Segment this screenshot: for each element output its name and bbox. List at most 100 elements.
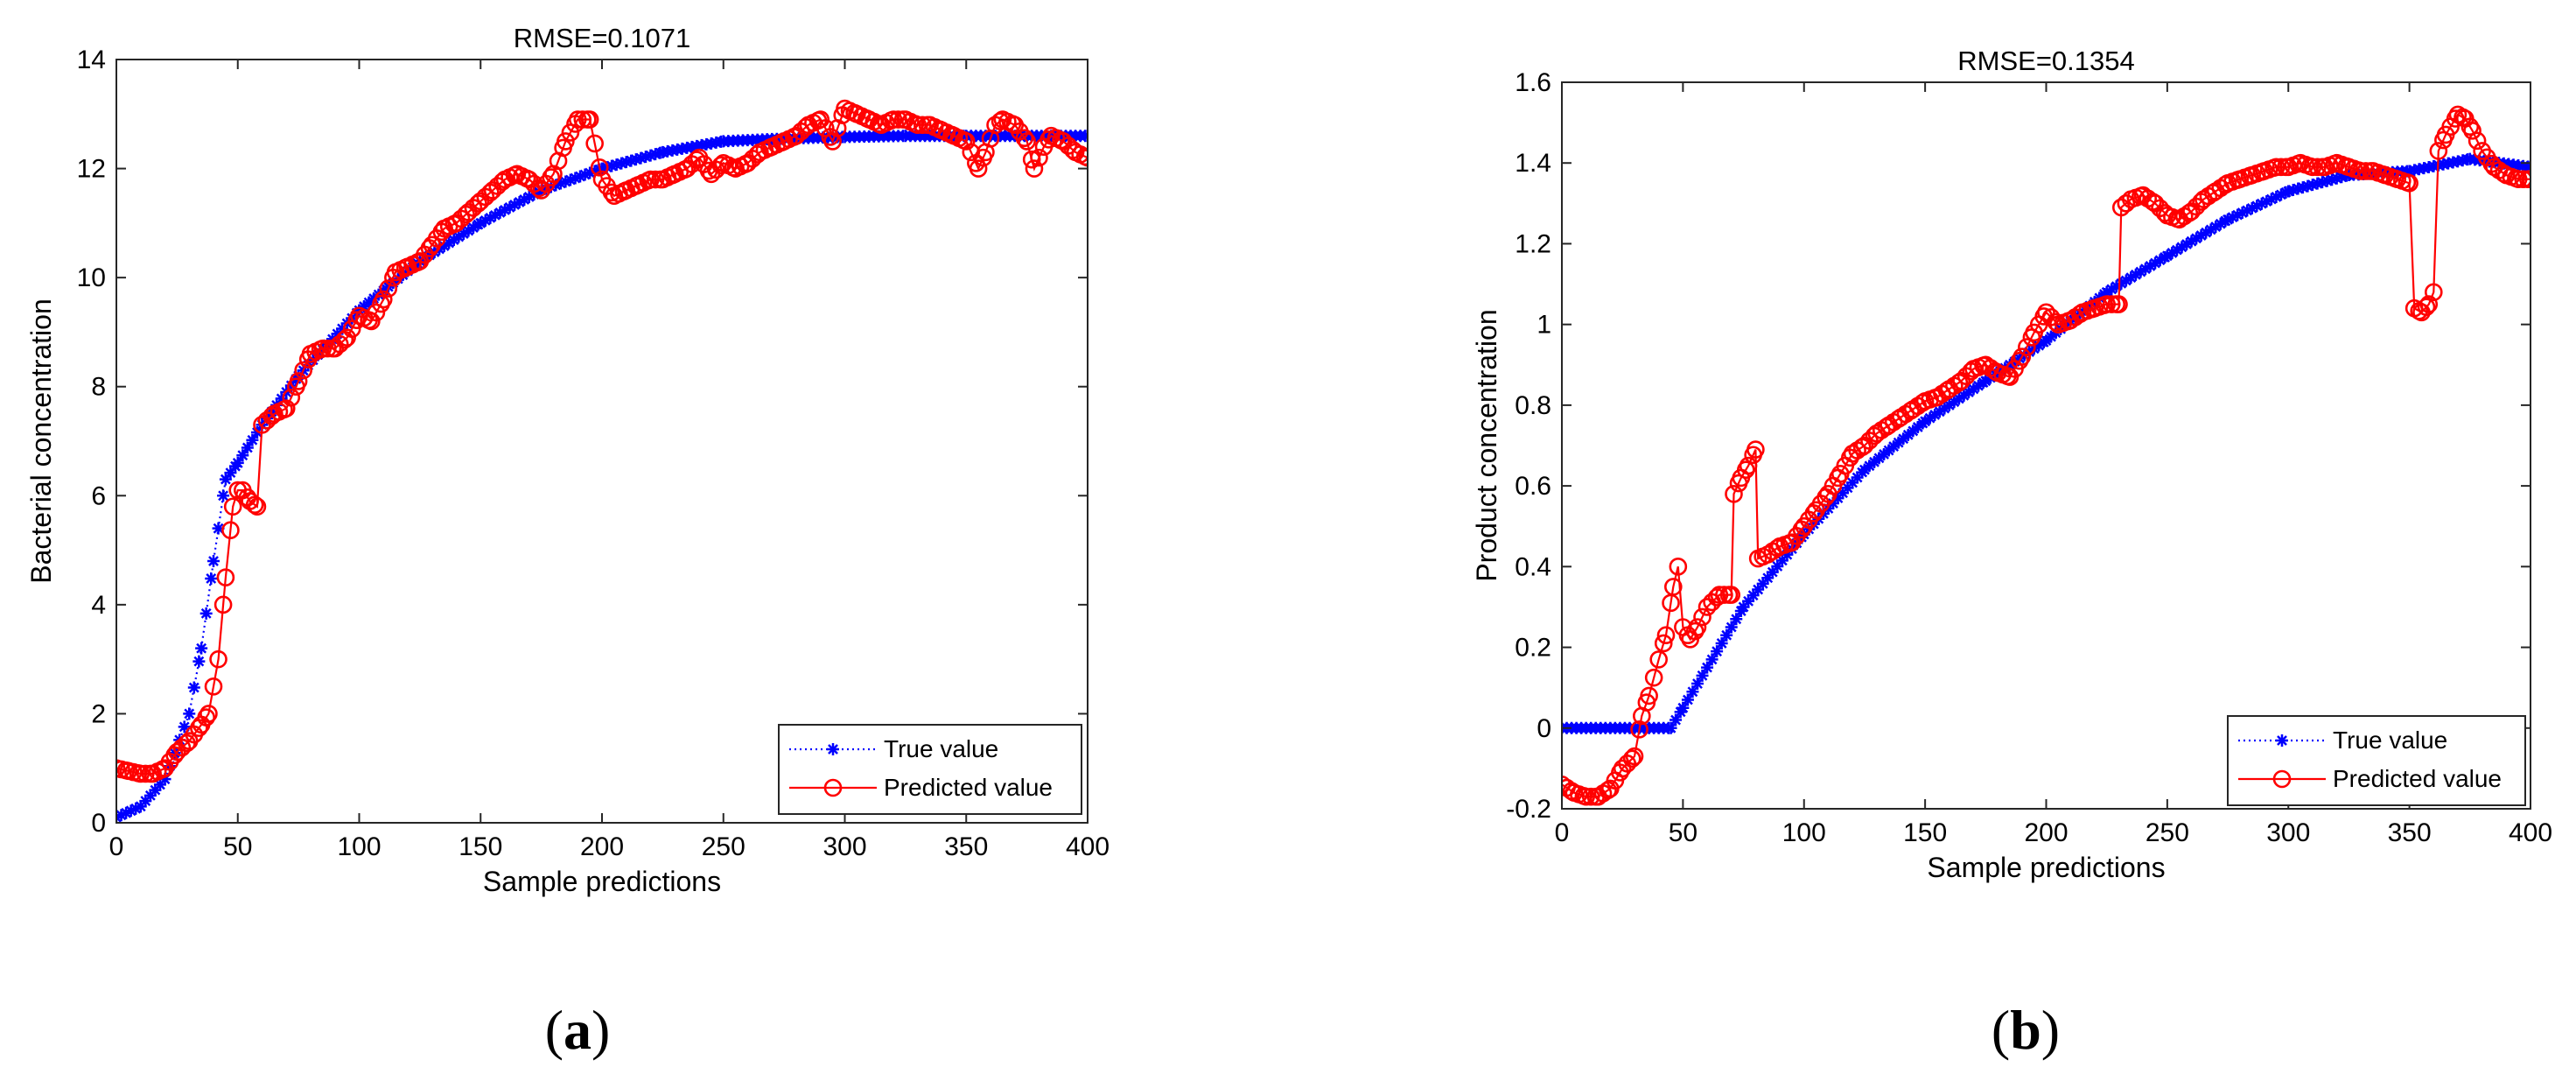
- data-point: [644, 149, 657, 162]
- data-point: [223, 497, 242, 516]
- data-point: [1698, 598, 1717, 616]
- data-point: [168, 747, 181, 760]
- data-point: [2105, 283, 2118, 296]
- data-point: [224, 467, 237, 480]
- data-point: [1841, 481, 1854, 495]
- data-point: [544, 180, 557, 193]
- data-point: [2194, 229, 2208, 242]
- data-point: [1826, 497, 1839, 510]
- data-point: [596, 162, 608, 175]
- data-point: [2149, 256, 2162, 270]
- data-point: [336, 322, 349, 335]
- data-point: [2170, 210, 2189, 229]
- data-point: [2146, 194, 2165, 213]
- x-tick-label: 0: [109, 832, 124, 861]
- data-point: [2117, 194, 2136, 213]
- legend: True value Predicted value: [778, 724, 1082, 815]
- data-point: [2417, 298, 2436, 316]
- data-point: [2236, 207, 2249, 220]
- data-layer: [116, 99, 1088, 823]
- data-point: [207, 555, 220, 568]
- data-point: [1078, 148, 1088, 167]
- data-point: [134, 800, 147, 813]
- data-point: [379, 279, 398, 298]
- data-point: [556, 132, 575, 151]
- data-point: [1025, 159, 1044, 178]
- chart-title: RMSE=0.1071: [514, 23, 690, 53]
- data-point: [2110, 295, 2128, 313]
- data-point: [2463, 122, 2482, 140]
- legend-marker: [2276, 734, 2288, 747]
- data-point: [457, 228, 470, 241]
- data-point: [615, 157, 628, 170]
- data-point: [246, 433, 259, 446]
- data-point: [1630, 720, 1648, 739]
- data-point: [1688, 618, 1707, 636]
- data-point: [2301, 179, 2314, 193]
- data-point: [550, 179, 563, 192]
- data-point: [217, 489, 230, 502]
- y-tick-label: 1.6: [1515, 68, 1551, 97]
- data-point: [889, 110, 907, 129]
- data-point: [116, 759, 126, 778]
- data-point: [1664, 578, 1683, 596]
- data-point: [2514, 170, 2530, 188]
- y-tick-label: 10: [77, 263, 106, 292]
- y-tick-label: 2: [91, 699, 106, 728]
- data-point: [2296, 181, 2309, 194]
- data-point: [187, 681, 200, 694]
- data-point: [275, 392, 288, 405]
- data-point: [969, 159, 988, 178]
- data-point: [2100, 285, 2113, 298]
- data-point: [2102, 295, 2121, 313]
- data-point: [139, 795, 152, 808]
- legend-entry-predicted-value: Predicted value: [2238, 765, 2502, 792]
- data-point: [1018, 132, 1036, 151]
- data-point: [282, 388, 301, 407]
- y-tick-label: 8: [91, 373, 106, 402]
- data-point: [554, 177, 567, 190]
- data-point: [1831, 492, 1844, 505]
- y-tick-label: 0.4: [1515, 552, 1551, 581]
- data-point: [2061, 311, 2080, 330]
- data-point: [1720, 628, 1733, 642]
- data-point: [811, 110, 830, 129]
- data-point: [2170, 243, 2183, 256]
- data-point: [584, 166, 597, 179]
- data-point: [2175, 241, 2188, 254]
- y-tick-label: 0: [1536, 714, 1551, 743]
- panel-caption-a: (a): [545, 999, 611, 1061]
- data-point: [578, 168, 592, 181]
- data-point: [484, 211, 497, 224]
- data-point: [1737, 600, 1750, 614]
- data-point: [124, 804, 137, 818]
- data-point: [2231, 208, 2244, 221]
- plot-area: [1562, 82, 2530, 809]
- x-tick-label: 50: [223, 832, 252, 861]
- x-tick-label: 0: [1555, 818, 1570, 847]
- data-point: [2153, 254, 2166, 267]
- data-point: [2200, 226, 2213, 239]
- data-point: [646, 170, 665, 189]
- data-point: [374, 290, 393, 309]
- y-tick-label: 4: [91, 591, 106, 620]
- data-point: [1734, 605, 1747, 618]
- data-point: [1701, 661, 1714, 674]
- data-point: [2119, 274, 2132, 287]
- data-point: [231, 456, 244, 469]
- data-point: [216, 568, 235, 587]
- data-point: [634, 151, 648, 165]
- data-point: [499, 203, 511, 216]
- data-point: [289, 372, 308, 390]
- x-tick-label: 400: [2509, 818, 2552, 847]
- data-point: [2194, 190, 2213, 209]
- data-point: [1015, 129, 1034, 147]
- data-point: [2485, 158, 2503, 177]
- data-point: [2226, 211, 2239, 224]
- data-point: [1928, 408, 1942, 421]
- y-tick-label: 1: [1536, 311, 1551, 340]
- data-point: [2311, 177, 2324, 190]
- data-point: [1752, 583, 1765, 596]
- data-point: [580, 110, 599, 129]
- x-tick-label: 250: [702, 832, 746, 861]
